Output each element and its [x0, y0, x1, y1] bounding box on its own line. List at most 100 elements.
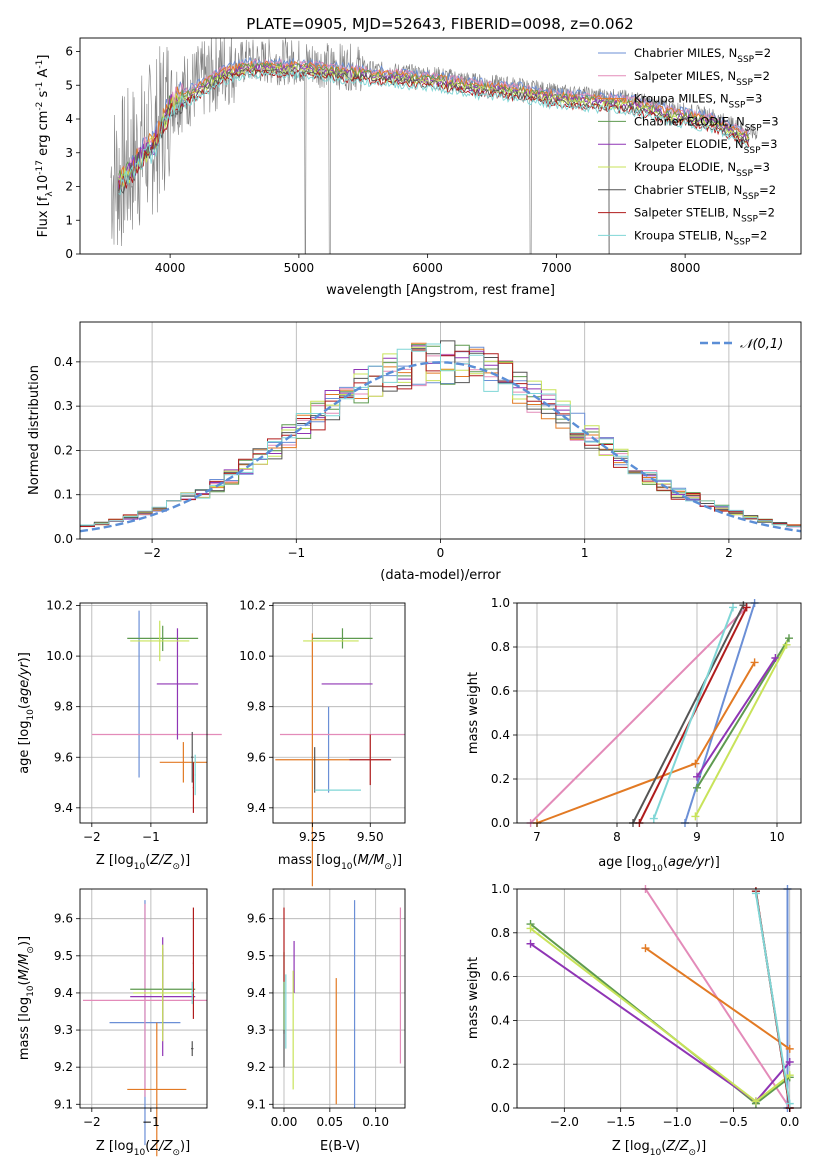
mass-weight-marker — [785, 634, 793, 643]
plot-area — [526, 599, 793, 827]
plot-area — [82, 900, 207, 1157]
y-tick-label: 9.4 — [54, 801, 73, 815]
legend-entry: Kroupa STELIB, NSSP=2 — [634, 228, 767, 247]
x-tick-label: 8000 — [670, 261, 701, 275]
legend-entry: 𝒩(0,1) — [740, 337, 783, 352]
residual-panel: −2 −1 0 1 2 0.0 0.1 0.2 0.3 0.4 (data-model)/error… — [27, 321, 802, 583]
axes-frame — [516, 602, 802, 824]
y-tick-label: 0.2 — [54, 443, 73, 457]
y-tick-label: 9.2 — [247, 1060, 266, 1074]
x-tick-label: −1.0 — [662, 1115, 691, 1129]
axes: −2.0 −1.5 −1.0 −0.5 0.0 0.0 0.2 0.4 0.6 0.8 1.0 — [491, 882, 802, 1129]
panels: 4000 5000 6000 7000 8000 0 1 2 3 4 5 6 wavelength [A… — [17, 37, 802, 1158]
y-tick-label: 0.6 — [491, 970, 510, 984]
y-tick-label: 1.0 — [491, 882, 510, 896]
model-spectrum-line — [118, 58, 750, 185]
mass-weight-marker — [526, 939, 535, 948]
y-tick-label: 10.0 — [46, 649, 73, 663]
x-axis-label: E(B-V) — [320, 1139, 360, 1154]
y-tick-label: 9.2 — [54, 1060, 73, 1074]
legend-entry: Chabrier MILES, NSSP=2 — [634, 46, 771, 65]
x-tick-label: −1.5 — [606, 1115, 635, 1129]
x-tick-label: 8 — [613, 830, 621, 844]
age-vs-mass-panel: 9.25 9.50 9.4 9.6 9.8 10.0 10.2 mass [log10(M/M… — [239, 599, 406, 887]
x-tick-label: 7000 — [541, 261, 572, 275]
mass-weight-line — [696, 657, 777, 778]
mass-weight-marker — [693, 772, 701, 781]
mass-weight-line — [652, 607, 734, 819]
y-tick-label: 10.2 — [46, 599, 73, 613]
mass-weight-line — [694, 644, 788, 817]
mass-weight-line — [644, 947, 791, 1050]
plot-area — [526, 885, 794, 1112]
x-tick-label: 1 — [581, 546, 589, 560]
mass-weight-marker — [729, 603, 737, 612]
y-axis-label: mass weight — [466, 957, 481, 1039]
mass-weight-marker — [526, 924, 535, 933]
y-tick-label: 9.4 — [247, 801, 266, 815]
y-tick-label: 5 — [65, 78, 73, 92]
axes-frame — [79, 888, 208, 1109]
y-tick-label: 0.2 — [491, 772, 510, 786]
spectrum-panel: 4000 5000 6000 7000 8000 0 1 2 3 4 5 6 wavelength [A… — [35, 37, 802, 298]
age-vs-Z-panel: −2 −1 9.4 9.6 9.8 10.0 10.2 Z [log10(Z/Z⊙)] age … — [17, 599, 222, 872]
y-tick-label: 0.1 — [54, 488, 73, 502]
y-tick-label: 9.6 — [247, 912, 266, 926]
x-tick-label: 9 — [693, 830, 701, 844]
y-tick-label: 9.3 — [54, 1023, 73, 1037]
mass-weight-line — [754, 893, 791, 1104]
axes: −2 −1 9.1 9.2 9.3 9.4 9.5 9.6 — [54, 888, 208, 1129]
y-axis-label: mass weight — [466, 672, 481, 754]
model-spectrum-line — [118, 67, 750, 195]
y-tick-label: 0.2 — [491, 1057, 510, 1071]
residual-histogram — [80, 343, 801, 527]
x-tick-label: −2 — [83, 830, 101, 844]
x-tick-label: 7 — [533, 830, 541, 844]
x-tick-label: 5000 — [284, 261, 315, 275]
y-tick-label: 0.0 — [491, 1101, 510, 1115]
mass-weight-line — [529, 606, 748, 824]
y-tick-label: 0.4 — [491, 728, 510, 742]
y-tick-label: 9.6 — [54, 750, 73, 764]
legend-entry: Chabrier ELODIE, NSSP=3 — [634, 114, 779, 133]
legend-entry: Kroupa ELODIE, NSSP=3 — [634, 160, 770, 179]
x-axis-label: wavelength [Angstrom, rest frame] — [326, 283, 555, 298]
x-tick-label: −2.0 — [550, 1115, 579, 1129]
x-tick-label: 0.00 — [271, 1115, 298, 1129]
mass-weight-marker — [742, 603, 751, 612]
y-tick-label: 10.2 — [239, 599, 266, 613]
y-tick-label: 0.4 — [491, 1013, 510, 1027]
x-tick-label: 6000 — [412, 261, 443, 275]
axes: 7 8 9 10 0.0 0.2 0.4 0.6 0.8 1.0 — [491, 596, 802, 844]
legend-entry: Salpeter MILES, NSSP=2 — [634, 69, 770, 88]
x-tick-label: 4000 — [155, 261, 186, 275]
x-tick-label: 0 — [437, 546, 445, 560]
legend-entry: Kroupa MILES, NSSP=3 — [634, 92, 762, 111]
mass-weight-marker — [750, 658, 759, 667]
mass-weight-line — [696, 637, 790, 789]
mass-weight-marker — [782, 640, 791, 649]
x-tick-label: 0.10 — [362, 1115, 389, 1129]
plot-area — [283, 900, 402, 1108]
mass-weight-marker — [641, 944, 650, 953]
x-tick-label: −1 — [142, 830, 160, 844]
y-tick-label: 10.0 — [239, 649, 266, 663]
y-tick-label: 9.3 — [247, 1023, 266, 1037]
mass-weight-marker — [751, 1097, 760, 1106]
y-axis-label: Flux [fλ10-17 erg cm-2 s-1 A-1] — [35, 55, 55, 238]
x-tick-label: 9.25 — [299, 830, 326, 844]
y-tick-label: 2 — [65, 180, 73, 194]
y-tick-label: 9.5 — [54, 949, 73, 963]
y-axis-label: mass [log10(M/M⊙)] — [17, 936, 36, 1060]
mass-weight-line — [632, 604, 745, 824]
y-tick-label: 0.4 — [54, 355, 73, 369]
axes: 9.25 9.50 9.4 9.6 9.8 10.0 10.2 — [239, 599, 406, 844]
plot-area — [91, 610, 222, 813]
mass-weight-marker — [691, 812, 700, 821]
x-tick-label: −1 — [142, 1115, 160, 1129]
x-axis-label: age [log10(age/yr)] — [598, 855, 720, 874]
y-tick-label: 0.3 — [54, 399, 73, 413]
axes: 0.00 0.05 0.10 9.1 9.2 9.3 9.4 9.5 9.6 — [247, 888, 406, 1129]
y-axis-label: age [log10(age/yr)] — [17, 652, 36, 774]
